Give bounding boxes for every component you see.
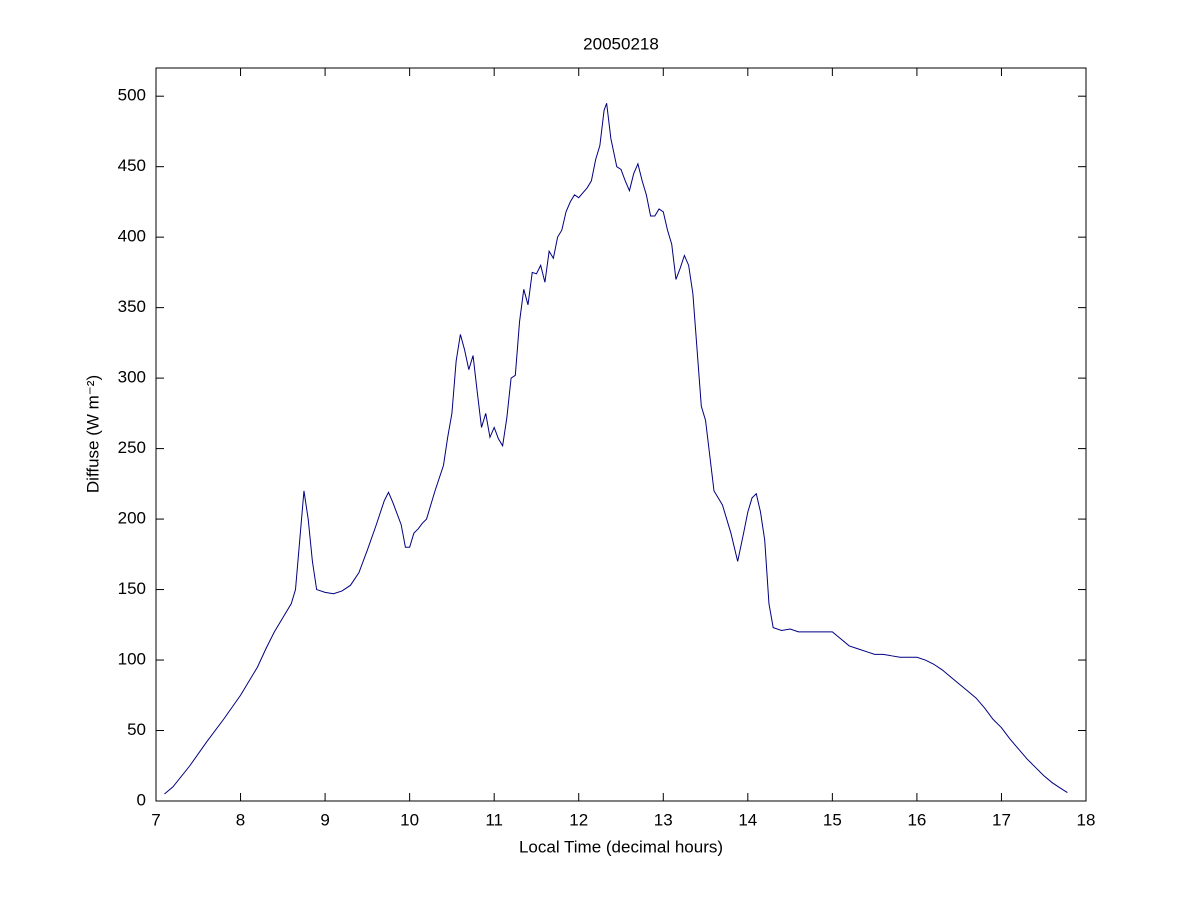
chart-title: 20050218 xyxy=(583,34,659,53)
x-tick-label: 17 xyxy=(992,810,1011,829)
y-tick-label: 0 xyxy=(137,790,146,809)
plot-area xyxy=(155,67,1087,802)
x-tick-label: 11 xyxy=(485,810,503,829)
y-tick-label: 100 xyxy=(118,650,146,669)
y-tick-label: 50 xyxy=(127,720,146,739)
x-tick-label: 8 xyxy=(236,810,245,829)
x-tick-label: 9 xyxy=(320,810,329,829)
y-tick-label: 350 xyxy=(118,297,146,316)
x-tick-label: 13 xyxy=(654,810,673,829)
y-tick-label: 150 xyxy=(118,579,146,598)
x-tick-label: 18 xyxy=(1077,810,1096,829)
data-line xyxy=(164,103,1068,795)
x-tick-label: 12 xyxy=(569,810,588,829)
y-tick-label: 400 xyxy=(118,227,146,246)
x-tick-label: 16 xyxy=(907,810,926,829)
y-tick-label: 200 xyxy=(118,509,146,528)
y-tick-label: 250 xyxy=(118,438,146,457)
y-axis-label: Diffuse (W m⁻²) xyxy=(83,375,102,493)
x-tick-label: 15 xyxy=(823,810,842,829)
y-tick-label: 300 xyxy=(118,368,146,387)
x-tick-label: 14 xyxy=(738,810,757,829)
x-axis-label: Local Time (decimal hours) xyxy=(519,837,723,856)
x-tick-label: 7 xyxy=(151,810,160,829)
y-tick-label: 450 xyxy=(118,156,146,175)
y-tick-label: 500 xyxy=(118,86,146,105)
x-tick-label: 10 xyxy=(400,810,419,829)
